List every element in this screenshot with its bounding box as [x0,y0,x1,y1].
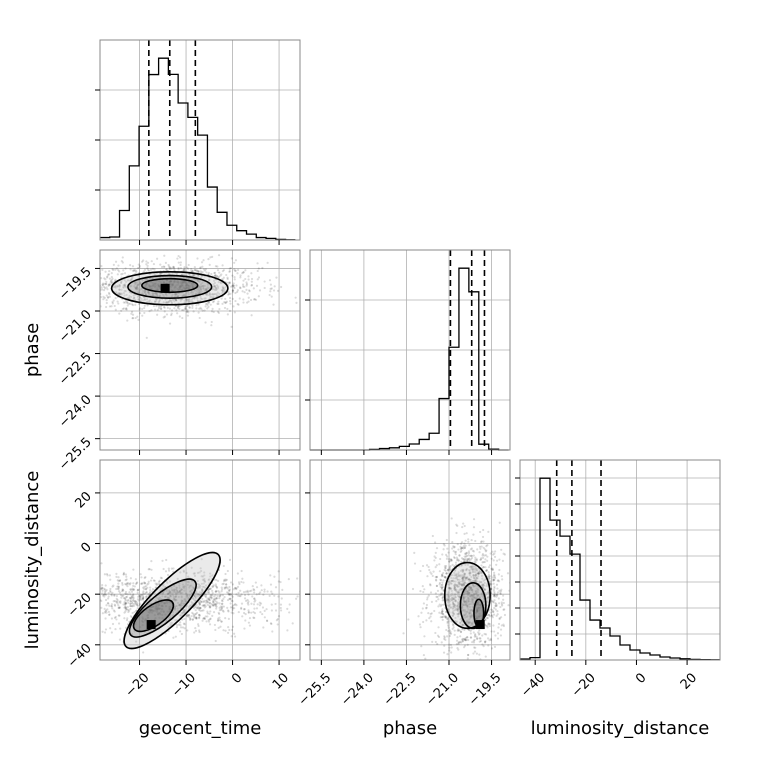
density-fill [111,271,228,305]
contour-level [132,599,175,633]
x-tick-label: 10 [270,670,292,692]
y-tick-label: −25.5 [56,435,95,474]
panel-phase-vs-luminosity-distance [309,459,511,661]
panel-hist-luminosity-distance [519,459,721,661]
y-tick-label: 0 [78,540,94,556]
x-tick-label: −22.5 [381,670,420,709]
y-tick-label: −20 [65,590,95,620]
density-fill [133,599,174,632]
contour-level [141,277,199,294]
histogram-layer [100,40,720,661]
contour-level [127,274,213,300]
x-tick-label: 0 [229,670,245,686]
y-tick-label: −22.5 [56,350,95,389]
x-tick-label: 0 [633,670,649,686]
x-tick-label: −20 [569,670,599,700]
x-tick-label: −19.5 [466,670,505,709]
x-tick-label: −24.0 [338,670,377,709]
x-axis-label-geocent-time: geocent_time [139,718,262,739]
panel-geocent-time-vs-phase [99,249,301,451]
y-tick-label: −24.0 [56,392,95,431]
density-fill [460,582,486,629]
x-tick-label: −25.5 [296,670,335,709]
density-peak [146,620,156,630]
y-tick-label: −40 [65,641,95,671]
contour-level [123,551,221,650]
histogram-luminosity-distance [520,477,720,661]
x-tick-label: −21.0 [423,670,462,709]
y-axis-label-phase: phase [22,323,43,377]
y-tick-label: 20 [73,489,95,511]
x-tick-label: −40 [518,670,548,700]
density-fill [129,579,197,638]
contour-level [110,271,229,306]
contour-layer [110,271,491,650]
contour-level [443,561,491,630]
grid-layer [100,40,720,660]
samples-layer [100,254,510,660]
x-axis-label-phase: phase [383,718,437,739]
density-layer [111,271,491,649]
density-peak [475,620,485,630]
contour-level [128,578,197,638]
histogram-geocent-time [100,57,296,241]
x-axis-label-luminosity-distance: luminosity_distance [531,718,710,739]
y-tick-label: −19.5 [56,265,95,304]
density-fill [444,562,491,629]
y-tick-label: −21.0 [56,307,95,346]
density-peak [160,283,170,293]
density-fill [141,278,198,293]
frame-layer [99,39,721,661]
histogram-phase [310,267,509,451]
contour-level [459,581,487,630]
y-axis-label-luminosity-distance: luminosity_distance [22,471,43,650]
panel-geocent-time-vs-luminosity-distance [99,459,301,661]
x-tick-label: 20 [678,670,700,692]
x-tick-label: −20 [123,670,153,700]
x-tick-label: −10 [169,670,199,700]
